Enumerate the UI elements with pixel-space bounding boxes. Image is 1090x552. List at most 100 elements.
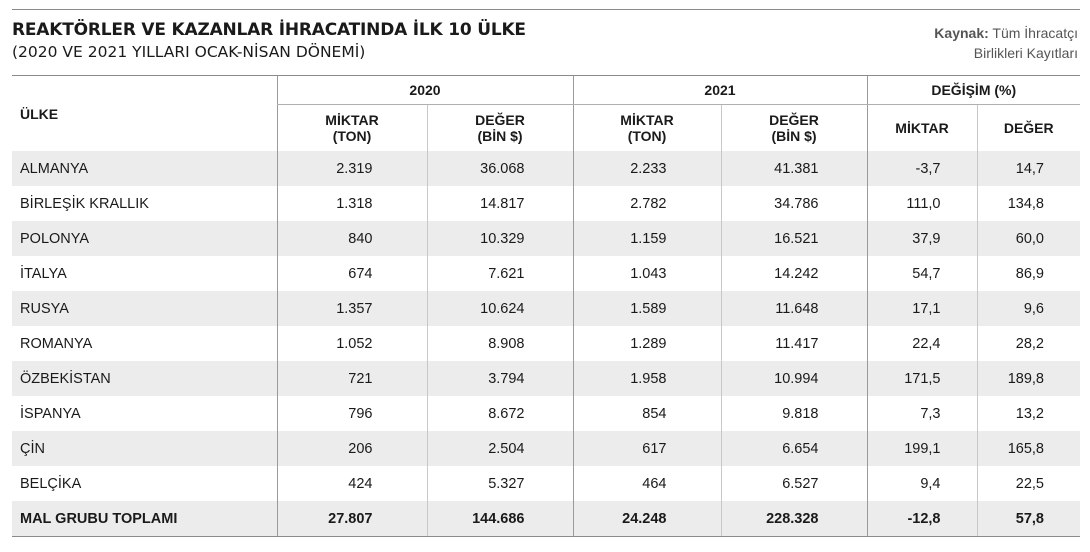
country-cell: ÇİN xyxy=(12,431,277,466)
qty-label-1: MİKTAR xyxy=(325,112,379,128)
qty-2020-cell: 674 xyxy=(276,256,427,291)
table-row: İTALYA 674 7.621 1.043 14.242 54,7 86,9 xyxy=(12,256,1080,291)
change-qty-cell: 54,7 xyxy=(866,256,977,291)
country-cell: İTALYA xyxy=(20,265,67,282)
qty-2020-cell: 1.052 xyxy=(276,326,427,361)
qty-2020-cell: 424 xyxy=(276,466,427,501)
change-value-cell: 13,2 xyxy=(976,396,1080,431)
change-qty-cell: -3,7 xyxy=(866,151,977,186)
value-2021-cell: 34.786 xyxy=(720,186,867,221)
qty-2020-cell: 721 xyxy=(276,361,427,396)
qty-label-2: (TON) xyxy=(627,128,667,144)
value-2021-cell: 11.648 xyxy=(720,291,867,326)
change-value-cell: 60,0 xyxy=(976,221,1080,256)
value-2020-cell: 2.504 xyxy=(426,431,573,466)
header-year-2021: 2021 xyxy=(572,75,867,105)
qty-2021-cell: 1.159 xyxy=(572,221,721,256)
qty-2020-cell: 1.318 xyxy=(276,186,427,221)
value-2020-cell: 3.794 xyxy=(426,361,573,396)
value-2021-cell: 6.527 xyxy=(720,466,867,501)
change-value-cell: 86,9 xyxy=(976,256,1080,291)
table-row: ROMANYA 1.052 8.908 1.289 11.417 22,4 28… xyxy=(12,326,1080,361)
qty-2021-cell: 2.782 xyxy=(572,186,721,221)
source-line2: Birlikleri Kayıtları xyxy=(973,45,1078,61)
change-qty-cell: 199,1 xyxy=(866,431,977,466)
change-value-cell: 28,2 xyxy=(976,326,1080,361)
value-label-2: (BİN $) xyxy=(477,128,523,144)
country-cell: POLONYA xyxy=(12,221,277,256)
value-2021-cell: 11.417 xyxy=(720,326,867,361)
export-table: ÜLKE 2020 2021 DEĞİŞİM (%) MİKTAR (TON) … xyxy=(12,75,1080,537)
header-2020-qty: MİKTAR (TON) xyxy=(276,104,427,151)
change-value-cell: 165,8 xyxy=(976,431,1080,466)
qty-2021-cell: 1.958 xyxy=(572,361,721,396)
qty-2020-cell: 840 xyxy=(276,221,427,256)
header-2021-value: DEĞER (BİN $) xyxy=(720,104,867,151)
value-2020-cell: 8.908 xyxy=(426,326,573,361)
change-value-cell: 9,6 xyxy=(976,291,1080,326)
header-change: DEĞİŞİM (%) xyxy=(866,75,1080,105)
country-cell: BELÇİKA xyxy=(20,475,82,492)
header-change-value: DEĞER xyxy=(976,104,1080,151)
country-cell: ALMANYA xyxy=(12,151,277,186)
qty-2021-cell: 1.289 xyxy=(572,326,721,361)
value-label-1: DEĞER xyxy=(769,112,819,128)
header-country: ÜLKE xyxy=(12,75,277,151)
total-value-2021-cell: 228.328 xyxy=(720,501,867,537)
header-change-qty: MİKTAR xyxy=(866,104,977,151)
qty-2021-cell: 854 xyxy=(572,396,721,431)
change-qty-cell: 22,4 xyxy=(866,326,977,361)
qty-2020-cell: 2.319 xyxy=(276,151,427,186)
table-row: ÖZBEKİSTAN 721 3.794 1.958 10.994 171,5 … xyxy=(12,361,1080,396)
table-body: ALMANYA 2.319 36.068 2.233 41.381 -3,7 1… xyxy=(12,151,1080,537)
qty-2020-cell: 796 xyxy=(276,396,427,431)
change-qty-cell: 111,0 xyxy=(866,186,977,221)
value-2021-cell: 9.818 xyxy=(720,396,867,431)
value-2020-cell: 10.329 xyxy=(426,221,573,256)
change-qty-cell: 9,4 xyxy=(866,466,977,501)
qty-2021-cell: 2.233 xyxy=(572,151,721,186)
change-qty-cell: 37,9 xyxy=(866,221,977,256)
value-label-2: (BİN $) xyxy=(771,128,817,144)
qty-2020-cell: 206 xyxy=(276,431,427,466)
qty-2021-cell: 464 xyxy=(572,466,721,501)
country-cell: ROMANYA xyxy=(20,335,93,352)
value-2020-cell: 10.624 xyxy=(426,291,573,326)
table-row: ALMANYA 2.319 36.068 2.233 41.381 -3,7 1… xyxy=(12,151,1080,186)
change-qty-cell: 7,3 xyxy=(866,396,977,431)
value-2021-cell: 14.242 xyxy=(720,256,867,291)
source-label: Kaynak: xyxy=(934,25,989,41)
qty-2021-cell: 1.043 xyxy=(572,256,721,291)
table-row: ÇİN 206 2.504 617 6.654 199,1 165,8 xyxy=(12,431,1080,466)
country-cell: ÖZBEKİSTAN xyxy=(12,361,277,396)
source-line1: Tüm İhracatçı xyxy=(992,25,1078,41)
value-2021-cell: 6.654 xyxy=(720,431,867,466)
total-qty-2020-cell: 27.807 xyxy=(276,501,427,537)
change-value-cell: 134,8 xyxy=(976,186,1080,221)
value-2020-cell: 8.672 xyxy=(426,396,573,431)
table-row: BELÇİKA 424 5.327 464 6.527 9,4 22,5 xyxy=(12,466,1080,501)
value-label-1: DEĞER xyxy=(475,112,525,128)
country-cell: İSPANYA xyxy=(20,405,81,422)
total-change-qty-cell: -12,8 xyxy=(866,501,977,537)
value-2021-cell: 10.994 xyxy=(720,361,867,396)
header-2020-value: DEĞER (BİN $) xyxy=(426,104,573,151)
country-cell: RUSYA xyxy=(12,291,277,326)
top-rule xyxy=(12,9,1080,10)
header-year-2020: 2020 xyxy=(276,75,573,105)
change-value-cell: 14,7 xyxy=(976,151,1080,186)
value-2021-cell: 16.521 xyxy=(720,221,867,256)
change-qty-cell: 17,1 xyxy=(866,291,977,326)
total-qty-2021-cell: 24.248 xyxy=(572,501,721,537)
source-note: Kaynak: Tüm İhracatçı Birlikleri Kayıtla… xyxy=(934,23,1078,63)
header-2021-qty: MİKTAR (TON) xyxy=(572,104,721,151)
value-2021-cell: 41.381 xyxy=(720,151,867,186)
total-row: MAL GRUBU TOPLAMI 27.807 144.686 24.248 … xyxy=(12,501,1080,537)
table-title: REAKTÖRLER VE KAZANLAR İHRACATINDA İLK 1… xyxy=(12,20,526,40)
value-2020-cell: 7.621 xyxy=(426,256,573,291)
table-row: RUSYA 1.357 10.624 1.589 11.648 17,1 9,6 xyxy=(12,291,1080,326)
qty-2021-cell: 1.589 xyxy=(572,291,721,326)
change-value-cell: 22,5 xyxy=(976,466,1080,501)
table-row: POLONYA 840 10.329 1.159 16.521 37,9 60,… xyxy=(12,221,1080,256)
change-qty-cell: 171,5 xyxy=(866,361,977,396)
